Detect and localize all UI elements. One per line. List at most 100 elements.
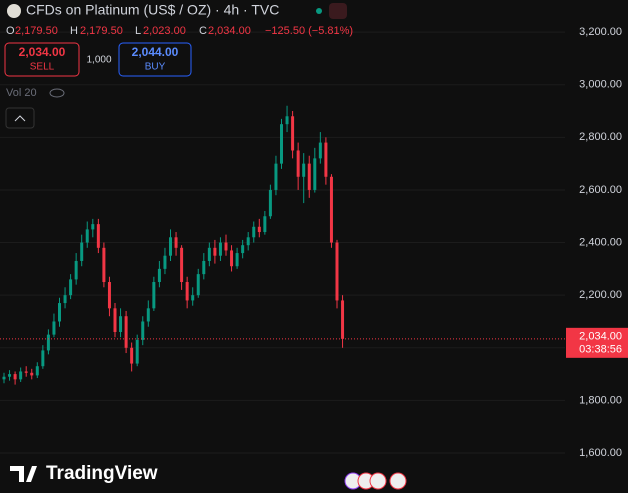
ohlc-value: 2,023.00 — [143, 25, 186, 37]
candle-body — [202, 260, 206, 275]
market-status — [316, 8, 322, 14]
collapse-icon[interactable] — [14, 115, 26, 122]
candle-body — [130, 347, 134, 364]
sell-label[interactable]: SELL — [30, 62, 55, 73]
candle-body — [124, 316, 128, 348]
candle-body — [252, 226, 256, 238]
ohlc-key: O — [6, 25, 15, 37]
y-tick-label: 1,800.00 — [579, 394, 622, 406]
ohlc-value: 2,179.50 — [80, 25, 123, 37]
candle-body — [13, 374, 17, 380]
sell-box[interactable] — [4, 42, 80, 77]
ohlc-key: H — [70, 25, 78, 37]
candle-body — [85, 229, 89, 243]
hide-icon[interactable] — [49, 88, 65, 98]
candle-body — [107, 282, 111, 309]
candle-body — [230, 250, 234, 267]
candle-body — [235, 253, 239, 267]
volume-label: Vol 20 — [6, 87, 37, 99]
candle-body — [152, 282, 156, 309]
candle-body — [341, 300, 345, 339]
candle-body — [291, 116, 295, 151]
candle-body — [2, 376, 6, 380]
countdown: 03:38:56 — [579, 344, 622, 356]
candle-body — [313, 158, 317, 190]
candle-body — [69, 279, 73, 296]
status-badge — [329, 3, 347, 19]
candle-body — [196, 274, 200, 296]
candle-body — [52, 321, 56, 335]
candle-body — [246, 237, 250, 246]
candle-body — [224, 242, 228, 251]
candle-body — [35, 366, 39, 376]
logo-icon — [10, 466, 37, 482]
symbol-icon — [7, 4, 21, 18]
ohlc-value: 2,179.50 — [15, 25, 58, 37]
buy-label[interactable]: BUY — [145, 62, 166, 73]
candle-body — [119, 316, 123, 332]
candle-body — [335, 242, 339, 301]
candle-body — [185, 282, 189, 301]
candle-body — [80, 242, 84, 261]
price-label: 2,034.00 — [579, 331, 622, 343]
y-tick-label: 2,600.00 — [579, 184, 622, 196]
candle-body — [180, 247, 184, 283]
change: −125.50 (−5.81%) — [265, 25, 353, 37]
y-tick-label: 3,000.00 — [579, 79, 622, 91]
candle-body — [96, 224, 100, 248]
event-icon[interactable] — [369, 472, 387, 490]
y-tick-label: 2,400.00 — [579, 236, 622, 248]
buy-price[interactable]: 2,044.00 — [132, 45, 179, 59]
candle-body — [30, 372, 34, 376]
candle-body — [329, 176, 333, 243]
candle-body — [63, 295, 67, 304]
candle-body — [141, 321, 145, 340]
y-tick-label: 3,200.00 — [579, 26, 622, 38]
candle-body — [263, 216, 267, 233]
logo: TradingView — [46, 463, 158, 484]
candle-body — [41, 350, 45, 367]
candle-body — [302, 163, 306, 177]
candle-body — [307, 163, 311, 190]
candle-body — [296, 150, 300, 177]
price-label-box — [566, 327, 628, 358]
quantity[interactable]: 1,000 — [86, 55, 111, 66]
y-tick-label: 1,600.00 — [579, 447, 622, 459]
event-icon[interactable] — [389, 472, 407, 490]
buy-box[interactable] — [118, 42, 192, 77]
candle-body — [19, 371, 23, 380]
candle-body — [24, 371, 28, 373]
candle-body — [207, 247, 211, 261]
ohlc-key: L — [135, 25, 141, 37]
candle-body — [285, 116, 289, 125]
candle-body — [8, 374, 12, 377]
candle-body — [58, 303, 61, 322]
candle-body — [257, 226, 261, 233]
candle-body — [280, 124, 283, 164]
y-tick-label: 2,800.00 — [579, 131, 622, 143]
candle-body — [157, 268, 161, 283]
candle-body — [241, 245, 245, 254]
candle-body — [91, 224, 95, 230]
candle-body — [174, 237, 178, 248]
candle-body — [274, 163, 278, 190]
candle-body — [163, 255, 167, 269]
candle-body — [146, 308, 150, 322]
candle-body — [46, 334, 50, 351]
collapse-button[interactable] — [5, 107, 35, 129]
candle-body — [318, 142, 322, 159]
candle-body — [135, 339, 139, 364]
sell-price[interactable]: 2,034.00 — [19, 45, 66, 59]
y-tick-label: 2,200.00 — [579, 289, 622, 301]
candle-body — [102, 247, 106, 283]
candle-body — [113, 308, 117, 332]
buy-button[interactable]: 2,044.00 BUY — [118, 42, 192, 77]
candle-body — [324, 142, 328, 177]
ohlc-key: C — [199, 25, 207, 37]
candle-body — [268, 189, 272, 217]
sell-button[interactable]: 2,034.00 SELL — [4, 42, 80, 77]
candle-body — [169, 237, 172, 256]
candle-body — [218, 242, 222, 256]
candle-body — [74, 260, 78, 280]
